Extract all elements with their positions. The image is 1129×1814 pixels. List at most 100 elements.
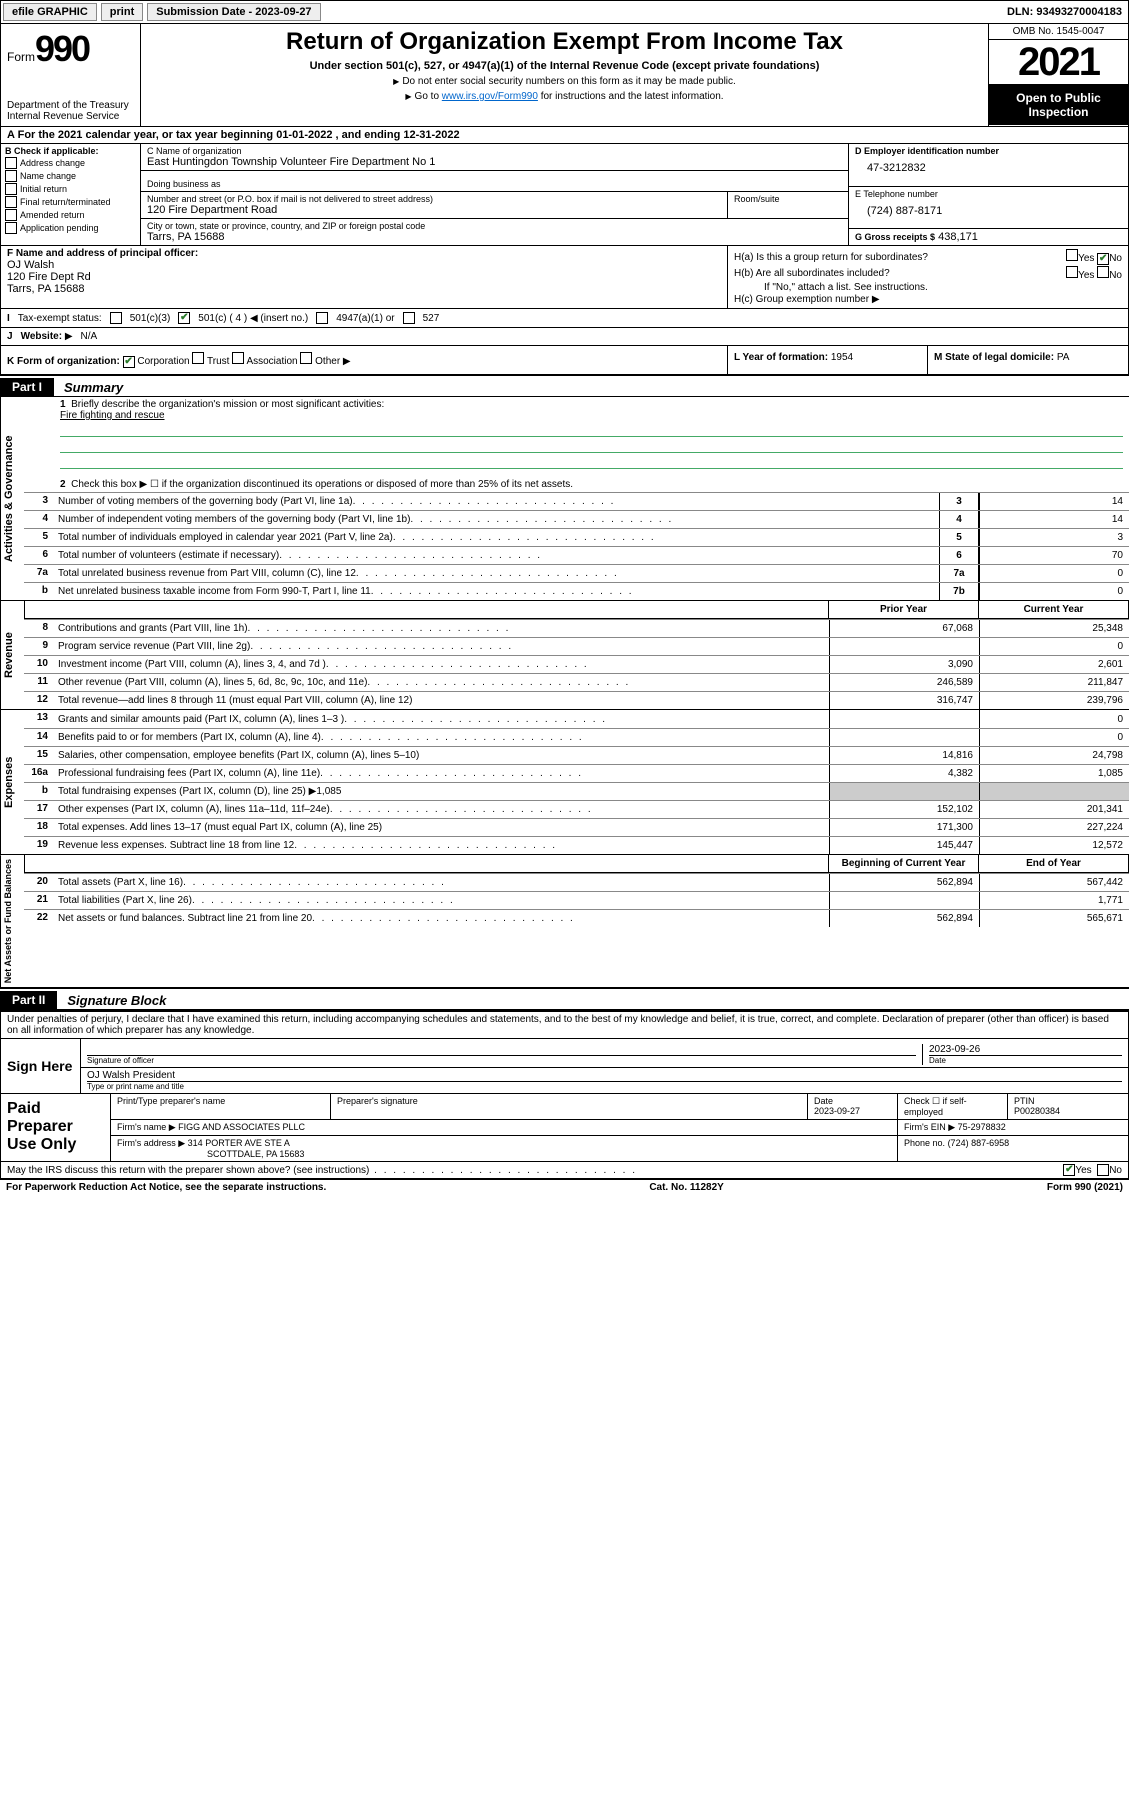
- officer-name-title: OJ Walsh President: [87, 1070, 1122, 1081]
- officer-street: 120 Fire Dept Rd: [7, 271, 721, 283]
- firm-name: FIGG AND ASSOCIATES PLLC: [178, 1122, 305, 1132]
- i-label: Tax-exempt status:: [18, 313, 102, 324]
- line16a-current: 1,085: [979, 765, 1129, 782]
- row-klm: K Form of organization: Corporation Trus…: [0, 346, 1129, 376]
- line1-label: Briefly describe the organization's miss…: [71, 399, 384, 410]
- chk-address-change[interactable]: [5, 157, 17, 169]
- chk-501c[interactable]: [178, 312, 190, 324]
- chk-final-return[interactable]: [5, 196, 17, 208]
- line14-desc: Benefits paid to or for members (Part IX…: [54, 729, 829, 746]
- line12-prior: 316,747: [829, 692, 979, 709]
- line12-current: 239,796: [979, 692, 1129, 709]
- may-irs-discuss-row: May the IRS discuss this return with the…: [1, 1161, 1128, 1178]
- may-irs-yes[interactable]: [1063, 1164, 1075, 1176]
- part-2-header: Part II Signature Block: [0, 991, 1129, 1010]
- chk-527[interactable]: [403, 312, 415, 324]
- paperwork-notice: For Paperwork Reduction Act Notice, see …: [6, 1182, 326, 1193]
- firm-ein: 75-2978832: [958, 1122, 1006, 1132]
- h-a-label: H(a) Is this a group return for subordin…: [734, 252, 928, 263]
- firm-ein-label: Firm's EIN ▶: [904, 1122, 955, 1132]
- part-2-title: Signature Block: [57, 993, 166, 1008]
- tax-year: 2021: [989, 40, 1128, 85]
- line8-current: 25,348: [979, 620, 1129, 637]
- city-value: Tarrs, PA 15688: [147, 231, 842, 243]
- line19-desc: Revenue less expenses. Subtract line 18 …: [54, 837, 829, 854]
- line21-end: 1,771: [979, 892, 1129, 909]
- chk-association[interactable]: [232, 352, 244, 364]
- ptin-value: P00280384: [1014, 1106, 1060, 1116]
- h-c-label: H(c) Group exemption number: [734, 294, 869, 305]
- line21-begin: [829, 892, 979, 909]
- print-button[interactable]: print: [101, 3, 143, 21]
- row-i-tax-exempt: I Tax-exempt status: 501(c)(3) 501(c) ( …: [0, 309, 1129, 328]
- form-note-1: Do not enter social security numbers on …: [151, 76, 978, 87]
- h-a-yes[interactable]: [1066, 249, 1078, 261]
- chk-other[interactable]: [300, 352, 312, 364]
- line19-prior: 145,447: [829, 837, 979, 854]
- chk-amended[interactable]: [5, 209, 17, 221]
- sign-here-label: Sign Here: [1, 1039, 81, 1093]
- form-note-2: Go to www.irs.gov/Form990 for instructio…: [151, 91, 978, 102]
- chk-corporation[interactable]: [123, 356, 135, 368]
- h-b-yes[interactable]: [1066, 266, 1078, 278]
- ptin-label: PTIN: [1014, 1096, 1035, 1106]
- line8-prior: 67,068: [829, 620, 979, 637]
- firm-addr-label: Firm's address ▶: [117, 1138, 185, 1148]
- may-irs-no[interactable]: [1097, 1164, 1109, 1176]
- state-domicile: PA: [1057, 352, 1070, 363]
- header-right: OMB No. 1545-0047 2021 Open to Public In…: [988, 24, 1128, 126]
- b-label: B Check if applicable:: [5, 146, 136, 156]
- chk-application-pending[interactable]: [5, 222, 17, 234]
- omb-number: OMB No. 1545-0047: [989, 24, 1128, 40]
- row-a-tax-year: A For the 2021 calendar year, or tax yea…: [0, 127, 1129, 144]
- line11-prior: 246,589: [829, 674, 979, 691]
- chk-initial-return[interactable]: [5, 183, 17, 195]
- pt-date-label: Date: [814, 1096, 833, 1106]
- chk-501c3[interactable]: [110, 312, 122, 324]
- entity-block: B Check if applicable: Address change Na…: [0, 144, 1129, 246]
- entity-right: D Employer identification number 47-3212…: [848, 144, 1128, 245]
- chk-4947[interactable]: [316, 312, 328, 324]
- line14-current: 0: [979, 729, 1129, 746]
- c-name-label: C Name of organization: [147, 146, 842, 156]
- line5-value: 3: [979, 529, 1129, 546]
- perjury-declaration: Under penalties of perjury, I declare th…: [1, 1012, 1128, 1039]
- line17-current: 201,341: [979, 801, 1129, 818]
- line15-desc: Salaries, other compensation, employee b…: [54, 747, 829, 764]
- hdr-end: End of Year: [978, 855, 1128, 872]
- section-m-state: M State of legal domicile: PA: [928, 346, 1128, 374]
- side-expenses: Expenses: [0, 710, 24, 854]
- city-label: City or town, state or province, country…: [147, 221, 842, 231]
- form-subtitle: Under section 501(c), 527, or 4947(a)(1)…: [151, 60, 978, 72]
- h-b-label: H(b) Are all subordinates included?: [734, 268, 890, 279]
- section-k-form-org: K Form of organization: Corporation Trus…: [1, 346, 728, 374]
- sig-officer-label: Signature of officer: [87, 1055, 916, 1065]
- line13-current: 0: [979, 710, 1129, 728]
- line7b-value: 0: [979, 583, 1129, 600]
- h-a-no[interactable]: [1097, 253, 1109, 265]
- part-2-tab: Part II: [0, 991, 57, 1009]
- website-value: N/A: [81, 331, 98, 342]
- line11-desc: Other revenue (Part VIII, column (A), li…: [54, 674, 829, 691]
- chk-trust[interactable]: [192, 352, 204, 364]
- line11-current: 211,847: [979, 674, 1129, 691]
- line20-end: 567,442: [979, 874, 1129, 891]
- signature-block: Under penalties of perjury, I declare th…: [0, 1010, 1129, 1179]
- type-name-label: Type or print name and title: [87, 1081, 1122, 1091]
- summary-expenses: Expenses 13Grants and similar amounts pa…: [0, 710, 1129, 855]
- side-governance: Activities & Governance: [0, 397, 24, 600]
- irs-link[interactable]: www.irs.gov/Form990: [442, 91, 538, 102]
- pt-date-value: 2023-09-27: [814, 1106, 860, 1116]
- summary-governance: Activities & Governance 1 Briefly descri…: [0, 397, 1129, 601]
- room-suite-label: Room/suite: [728, 192, 848, 219]
- dept-treasury: Department of the Treasury: [7, 100, 134, 111]
- chk-name-change[interactable]: [5, 170, 17, 182]
- header-left: Form 990 Department of the Treasury Inte…: [1, 24, 141, 126]
- firm-phone-label: Phone no.: [904, 1138, 945, 1148]
- h-b-no[interactable]: [1097, 266, 1109, 278]
- hdr-begin: Beginning of Current Year: [828, 855, 978, 872]
- f-label: F Name and address of principal officer:: [7, 248, 721, 259]
- line15-current: 24,798: [979, 747, 1129, 764]
- dba-label: Doing business as: [147, 179, 842, 189]
- efile-button[interactable]: efile GRAPHIC: [3, 3, 97, 21]
